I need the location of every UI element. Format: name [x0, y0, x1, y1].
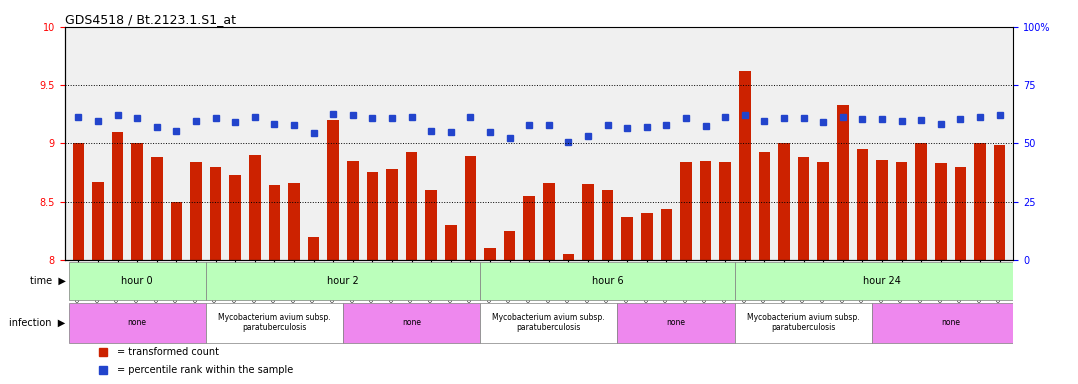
Text: hour 24: hour 24	[863, 276, 901, 286]
Text: hour 2: hour 2	[327, 276, 359, 286]
Bar	[837, 105, 848, 260]
Text: none: none	[666, 318, 686, 327]
Bar	[543, 183, 555, 260]
Bar	[994, 144, 1006, 260]
Bar	[426, 190, 437, 260]
Bar	[170, 202, 182, 260]
Bar	[700, 161, 711, 260]
Bar	[210, 167, 221, 260]
Text: Mycobacterium avium subsp.
paratuberculosis: Mycobacterium avium subsp. paratuberculo…	[493, 313, 605, 333]
Bar	[778, 143, 790, 260]
Bar	[230, 175, 241, 260]
FancyBboxPatch shape	[69, 303, 206, 343]
Bar	[367, 172, 378, 260]
Bar	[484, 248, 496, 260]
Text: time  ▶: time ▶	[30, 276, 66, 286]
Bar	[523, 196, 535, 260]
Text: hour 6: hour 6	[592, 276, 623, 286]
Bar	[798, 157, 810, 260]
Bar	[857, 149, 868, 260]
Bar	[268, 185, 280, 260]
Bar	[915, 143, 927, 260]
Bar	[876, 160, 888, 260]
Text: none: none	[941, 318, 960, 327]
Text: = percentile rank within the sample: = percentile rank within the sample	[116, 365, 293, 375]
Bar	[680, 162, 692, 260]
FancyBboxPatch shape	[69, 262, 206, 300]
FancyBboxPatch shape	[735, 262, 1029, 300]
Text: = transformed count: = transformed count	[116, 347, 219, 357]
Text: none: none	[402, 318, 421, 327]
Bar	[602, 190, 613, 260]
Text: Mycobacterium avium subsp.
paratuberculosis: Mycobacterium avium subsp. paratuberculo…	[218, 313, 331, 333]
Bar	[975, 143, 986, 260]
Bar	[328, 120, 340, 260]
Bar	[582, 184, 594, 260]
Bar	[307, 237, 319, 260]
FancyBboxPatch shape	[206, 262, 480, 300]
Bar	[112, 132, 124, 260]
Bar	[405, 152, 417, 260]
FancyBboxPatch shape	[618, 303, 735, 343]
Text: Mycobacterium avium subsp.
paratuberculosis: Mycobacterium avium subsp. paratuberculo…	[747, 313, 860, 333]
Bar	[759, 152, 771, 260]
Bar	[92, 182, 103, 260]
Text: none: none	[127, 318, 147, 327]
Bar	[738, 71, 750, 260]
Bar	[465, 156, 476, 260]
Bar	[151, 157, 163, 260]
Bar	[563, 254, 575, 260]
Bar	[249, 155, 261, 260]
Bar	[896, 162, 908, 260]
FancyBboxPatch shape	[480, 303, 618, 343]
Text: hour 0: hour 0	[122, 276, 153, 286]
FancyBboxPatch shape	[480, 262, 735, 300]
FancyBboxPatch shape	[206, 303, 343, 343]
Bar	[817, 162, 829, 260]
Text: GDS4518 / Bt.2123.1.S1_at: GDS4518 / Bt.2123.1.S1_at	[65, 13, 236, 26]
Bar	[445, 225, 457, 260]
FancyBboxPatch shape	[735, 303, 872, 343]
Bar	[641, 213, 652, 260]
Bar	[386, 169, 398, 260]
Bar	[719, 162, 731, 260]
FancyBboxPatch shape	[872, 303, 1029, 343]
Bar	[347, 161, 359, 260]
Bar	[288, 183, 300, 260]
Bar	[132, 143, 143, 260]
Bar	[954, 167, 966, 260]
Bar	[190, 162, 202, 260]
Bar	[661, 209, 673, 260]
FancyBboxPatch shape	[343, 303, 480, 343]
Bar	[621, 217, 633, 260]
Bar	[503, 231, 515, 260]
Bar	[72, 143, 84, 260]
Bar	[935, 163, 946, 260]
Text: infection  ▶: infection ▶	[10, 318, 66, 328]
